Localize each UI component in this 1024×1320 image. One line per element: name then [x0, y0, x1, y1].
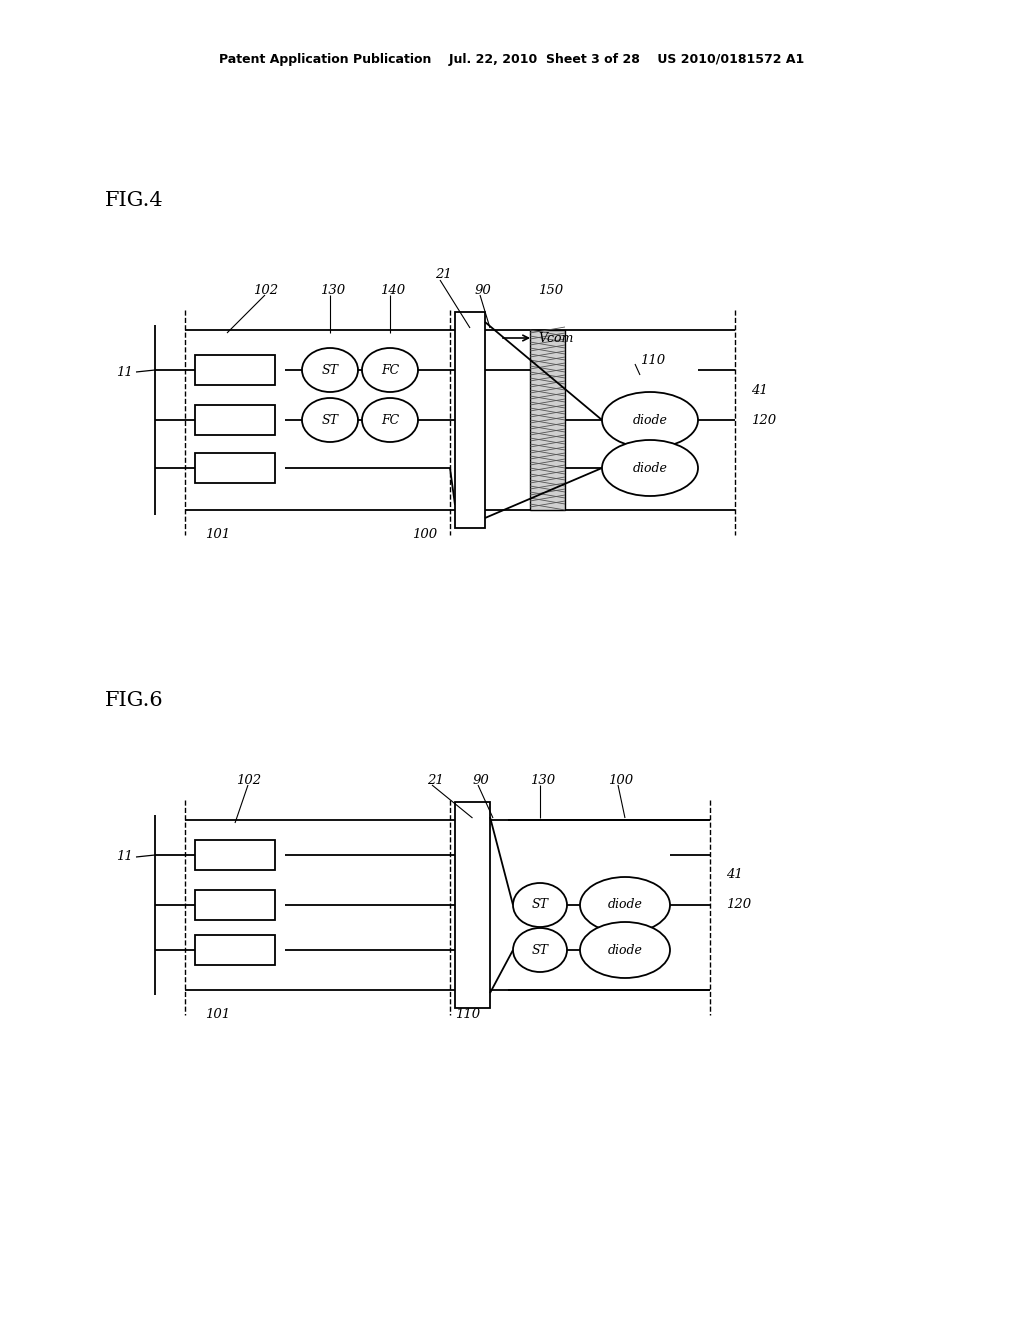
- Text: Vcom: Vcom: [538, 331, 573, 345]
- Text: 21: 21: [427, 774, 443, 787]
- Text: 120: 120: [726, 899, 752, 912]
- Ellipse shape: [513, 883, 567, 927]
- Text: 120: 120: [751, 413, 776, 426]
- Text: 110: 110: [456, 1008, 480, 1022]
- Ellipse shape: [602, 440, 698, 496]
- Bar: [455, 803, 490, 1008]
- Text: Patent Application Publication    Jul. 22, 2010  Sheet 3 of 28    US 2010/018157: Patent Application Publication Jul. 22, …: [219, 54, 805, 66]
- Text: 11: 11: [117, 850, 133, 863]
- Bar: [195, 453, 275, 483]
- Bar: [455, 312, 485, 528]
- Ellipse shape: [602, 392, 698, 447]
- Bar: [195, 355, 275, 385]
- Text: 100: 100: [608, 774, 633, 787]
- Ellipse shape: [362, 348, 418, 392]
- Text: diode: diode: [607, 899, 642, 912]
- Bar: [195, 890, 275, 920]
- Text: 150: 150: [538, 284, 563, 297]
- Ellipse shape: [302, 399, 358, 442]
- Text: FIG.4: FIG.4: [105, 190, 164, 210]
- Text: 100: 100: [412, 528, 437, 541]
- Text: 110: 110: [640, 354, 666, 367]
- Text: ST: ST: [531, 899, 549, 912]
- Ellipse shape: [302, 348, 358, 392]
- Text: ST: ST: [322, 363, 339, 376]
- Text: 102: 102: [253, 284, 279, 297]
- Text: 130: 130: [530, 774, 555, 787]
- Bar: [195, 405, 275, 436]
- Text: FC: FC: [381, 413, 399, 426]
- Text: 21: 21: [435, 268, 452, 281]
- Ellipse shape: [513, 928, 567, 972]
- Text: 102: 102: [236, 774, 261, 787]
- Text: 11: 11: [117, 366, 133, 379]
- Text: 101: 101: [205, 528, 230, 541]
- Bar: [530, 330, 565, 510]
- Bar: [195, 935, 275, 965]
- Bar: [195, 840, 275, 870]
- Text: ST: ST: [322, 413, 339, 426]
- Text: 90: 90: [473, 774, 489, 787]
- Ellipse shape: [580, 876, 670, 933]
- Ellipse shape: [362, 399, 418, 442]
- Text: diode: diode: [633, 462, 668, 474]
- Text: 140: 140: [380, 284, 406, 297]
- Text: 41: 41: [751, 384, 768, 396]
- Ellipse shape: [580, 921, 670, 978]
- Text: 41: 41: [726, 869, 742, 882]
- Text: ST: ST: [531, 944, 549, 957]
- Text: 130: 130: [319, 284, 345, 297]
- Text: diode: diode: [607, 944, 642, 957]
- Text: FC: FC: [381, 363, 399, 376]
- Text: FIG.6: FIG.6: [105, 690, 164, 710]
- Text: 101: 101: [205, 1008, 230, 1022]
- Text: 90: 90: [475, 284, 492, 297]
- Text: diode: diode: [633, 413, 668, 426]
